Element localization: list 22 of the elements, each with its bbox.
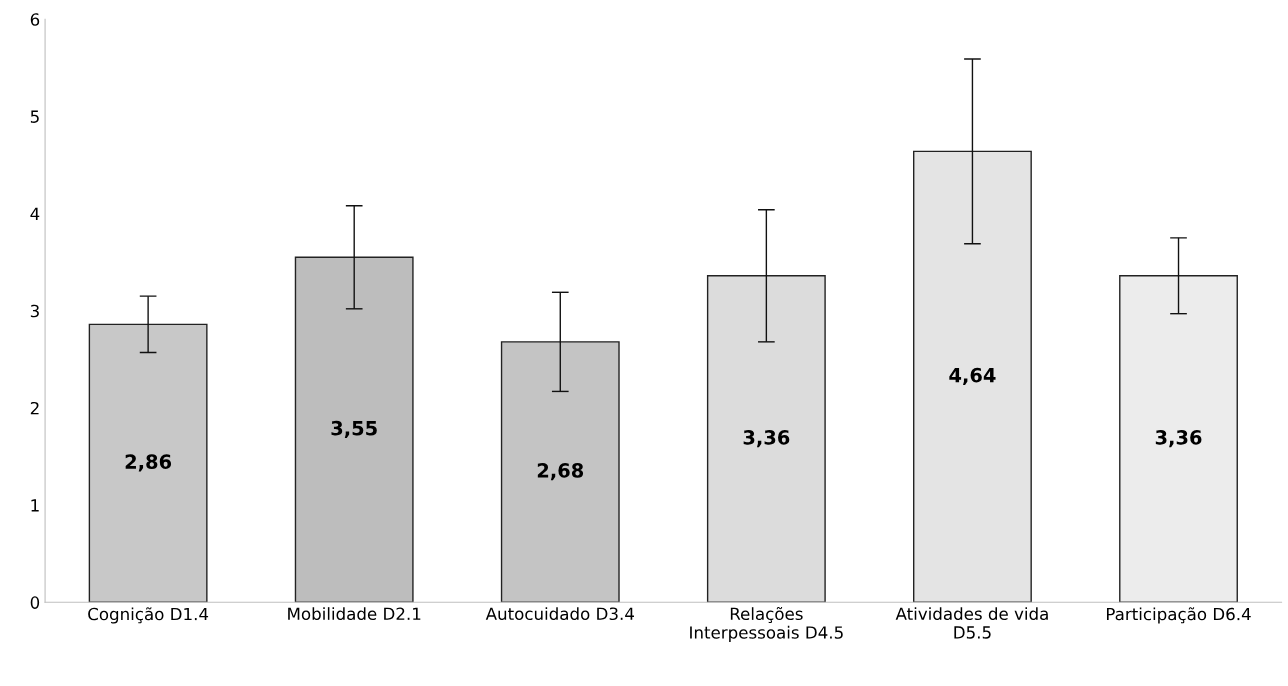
y-tick-label: 5 — [30, 110, 39, 123]
x-tick-label: Participação D6.4 — [1106, 607, 1251, 624]
x-tick-label: Relações Interpessoais D4.5 — [690, 606, 843, 642]
y-tick-label: 4 — [30, 207, 40, 220]
y-tick-label: 2 — [30, 401, 39, 415]
data-label: 3,36 — [1155, 429, 1202, 448]
y-tick-label: 0 — [30, 596, 40, 609]
x-tick-label: Mobilidade D2.1 — [288, 607, 421, 621]
x-tick-label: Autocuidado D3.4 — [485, 607, 634, 621]
data-label: 4,64 — [949, 367, 996, 385]
y-tick-label: 6 — [30, 13, 40, 26]
data-label: 2,68 — [537, 463, 584, 481]
data-label: 2,86 — [125, 454, 172, 472]
bar — [1119, 275, 1238, 603]
bar — [706, 275, 826, 603]
data-label: 3,55 — [331, 420, 377, 438]
y-tick-label: 3 — [30, 304, 39, 318]
y-tick-label: 1 — [31, 499, 39, 512]
data-label: 3,36 — [743, 429, 790, 448]
x-tick-label: Atividades de vida D5.5 — [895, 607, 1048, 639]
bar — [913, 150, 1032, 603]
x-tick-label: Cognição D1.4 — [88, 607, 209, 624]
